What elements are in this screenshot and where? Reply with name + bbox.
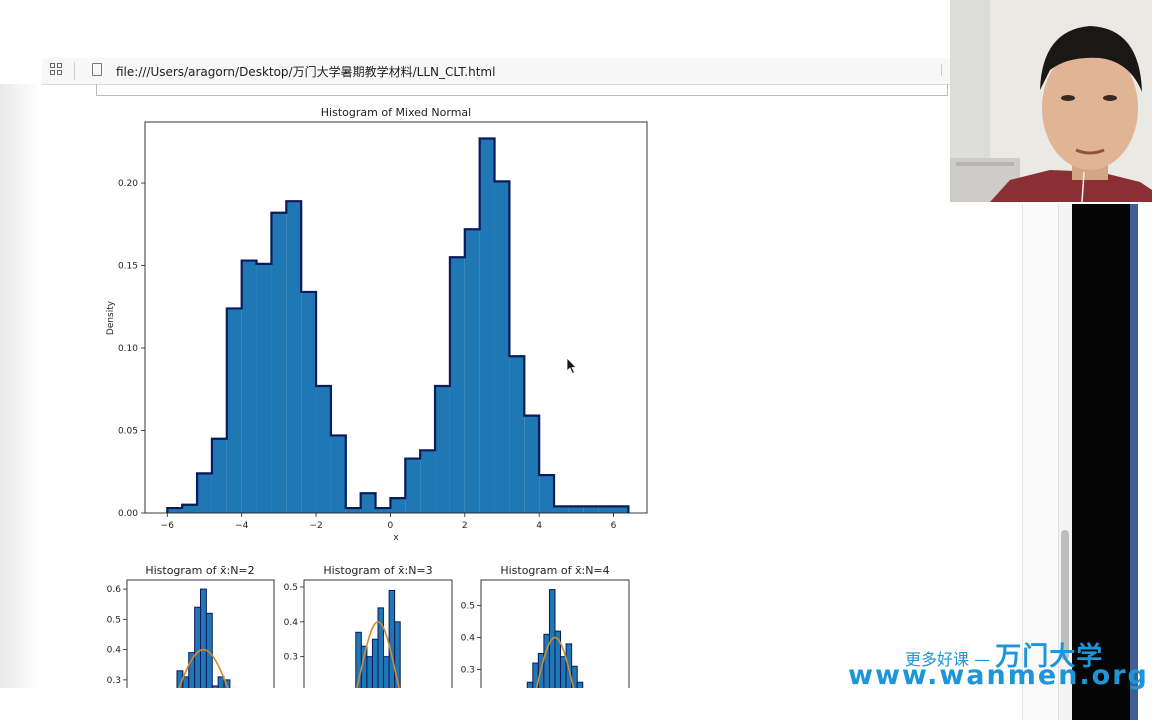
watermark-brand: 万门大学 — [995, 642, 1104, 672]
histogram-bar — [494, 181, 510, 514]
histogram-bar — [345, 508, 361, 513]
notebook-cell-border — [96, 84, 948, 96]
bottom-blank-area — [0, 688, 1040, 720]
scrollbar-thumb[interactable] — [1061, 530, 1069, 660]
normal-density-curve — [533, 636, 577, 695]
main-xlabel: x — [393, 533, 399, 543]
histogram-bar — [613, 506, 629, 513]
watermark-line1: 更多好课 — 万门大学 — [905, 636, 1103, 673]
right-dark-panel — [1072, 204, 1138, 720]
histogram-bar — [435, 385, 450, 513]
right-blue-edge — [1130, 204, 1138, 720]
histogram-bar — [371, 638, 379, 696]
histogram-bar — [479, 138, 495, 513]
small-histogram-n3: Histogram of x̄:N=3 0.5 0.4 0.3 — [284, 564, 453, 696]
histogram-bar — [211, 438, 227, 513]
apps-grid-icon[interactable] — [50, 63, 64, 77]
x-tick-label: −2 — [309, 521, 322, 531]
presenter-video — [950, 0, 1152, 202]
histogram-outline — [166, 137, 630, 513]
normal-density-curve — [175, 648, 232, 695]
address-bar-edge — [941, 64, 948, 76]
right-gutter — [1022, 204, 1059, 720]
histogram-bar — [583, 506, 599, 513]
y-tick-label: 0.3 — [284, 653, 298, 663]
histogram-bar — [464, 229, 480, 514]
histogram-bar — [524, 415, 540, 513]
watermark-prefix: 更多好课 — — [905, 650, 991, 669]
x-tick-label: −4 — [235, 521, 249, 531]
histogram-bar — [316, 385, 331, 513]
y-tick-label: 0.20 — [118, 179, 138, 189]
x-tick-label: 2 — [462, 521, 468, 531]
main-ylabel: Density — [106, 300, 116, 335]
x-tick-label: 6 — [611, 521, 617, 531]
histogram-bar — [286, 201, 302, 513]
x-tick-label: 4 — [536, 521, 542, 531]
normal-density-curve — [354, 620, 402, 695]
histogram-bar — [197, 473, 212, 513]
histogram-bar — [226, 308, 242, 513]
y-tick-label: 0.5 — [461, 602, 475, 612]
histogram-bar — [301, 291, 317, 513]
y-tick-label: 0.15 — [118, 262, 138, 272]
y-tick-label: 0.3 — [461, 665, 475, 675]
small-histogram-n4: Histogram of x̄:N=4 0.5 0.4 0.3 — [461, 564, 630, 696]
watermark-url: www.wanmen.org — [848, 660, 1149, 691]
histogram-bar — [390, 498, 406, 513]
histogram-bar — [449, 257, 465, 513]
y-tick-label: 0.10 — [118, 344, 138, 354]
histogram-bar — [360, 493, 376, 513]
mouse-cursor-icon — [566, 357, 577, 375]
y-tick-label: 0.05 — [118, 427, 138, 437]
main-histogram: Histogram of Mixed Normal 0.00 0.05 0.10 0.… — [106, 106, 648, 543]
histogram-bar — [355, 631, 362, 696]
histogram-bar — [200, 588, 207, 696]
histogram-bar — [598, 506, 614, 513]
histogram-bar — [420, 450, 436, 513]
histogram-bar — [182, 504, 198, 513]
histogram-bar — [375, 508, 391, 513]
y-tick-label: 0.4 — [284, 618, 299, 628]
histogram-bar — [241, 260, 257, 513]
left-margin-shade — [0, 84, 40, 720]
small-chart-title-n3: Histogram of x̄:N=3 — [323, 564, 432, 577]
histogram-bar — [509, 356, 525, 513]
y-tick-label: 0.5 — [284, 583, 298, 593]
histogram-bar — [256, 263, 272, 513]
histogram-bar — [405, 458, 421, 513]
y-tick-label: 0.4 — [107, 646, 122, 656]
histogram-bar — [554, 506, 569, 513]
address-divider — [74, 62, 75, 80]
histogram-bar — [388, 589, 396, 696]
main-plot-frame — [144, 121, 648, 514]
y-tick-label: 0.3 — [107, 676, 121, 686]
address-bar[interactable]: file:///Users/aragorn/Desktop/万门大学暑期教学材料… — [42, 58, 952, 85]
small-chart-title-n2: Histogram of x̄:N=2 — [145, 564, 254, 577]
main-chart-title: Histogram of Mixed Normal — [321, 106, 471, 119]
small-histogram-n2: Histogram of x̄:N=2 0.6 0.5 0.4 0.3 — [107, 564, 275, 696]
y-tick-label: 0.5 — [107, 615, 121, 625]
x-tick-label: −6 — [161, 521, 175, 531]
histogram-bar — [271, 212, 287, 513]
webcam-overlay — [950, 0, 1152, 202]
histogram-bar — [568, 506, 584, 513]
y-tick-label: 0.6 — [107, 585, 122, 595]
small-chart-title-n4: Histogram of x̄:N=4 — [500, 564, 609, 577]
y-tick-label: 0.00 — [118, 509, 138, 519]
x-tick-label: 0 — [388, 521, 394, 531]
histogram-bar — [330, 435, 346, 513]
y-tick-label: 0.4 — [461, 634, 476, 644]
page-icon — [92, 63, 102, 76]
histogram-bar — [167, 508, 183, 513]
histogram-bar — [377, 607, 385, 696]
url-text[interactable]: file:///Users/aragorn/Desktop/万门大学暑期教学材料… — [116, 65, 496, 79]
histogram-bar — [539, 475, 555, 513]
